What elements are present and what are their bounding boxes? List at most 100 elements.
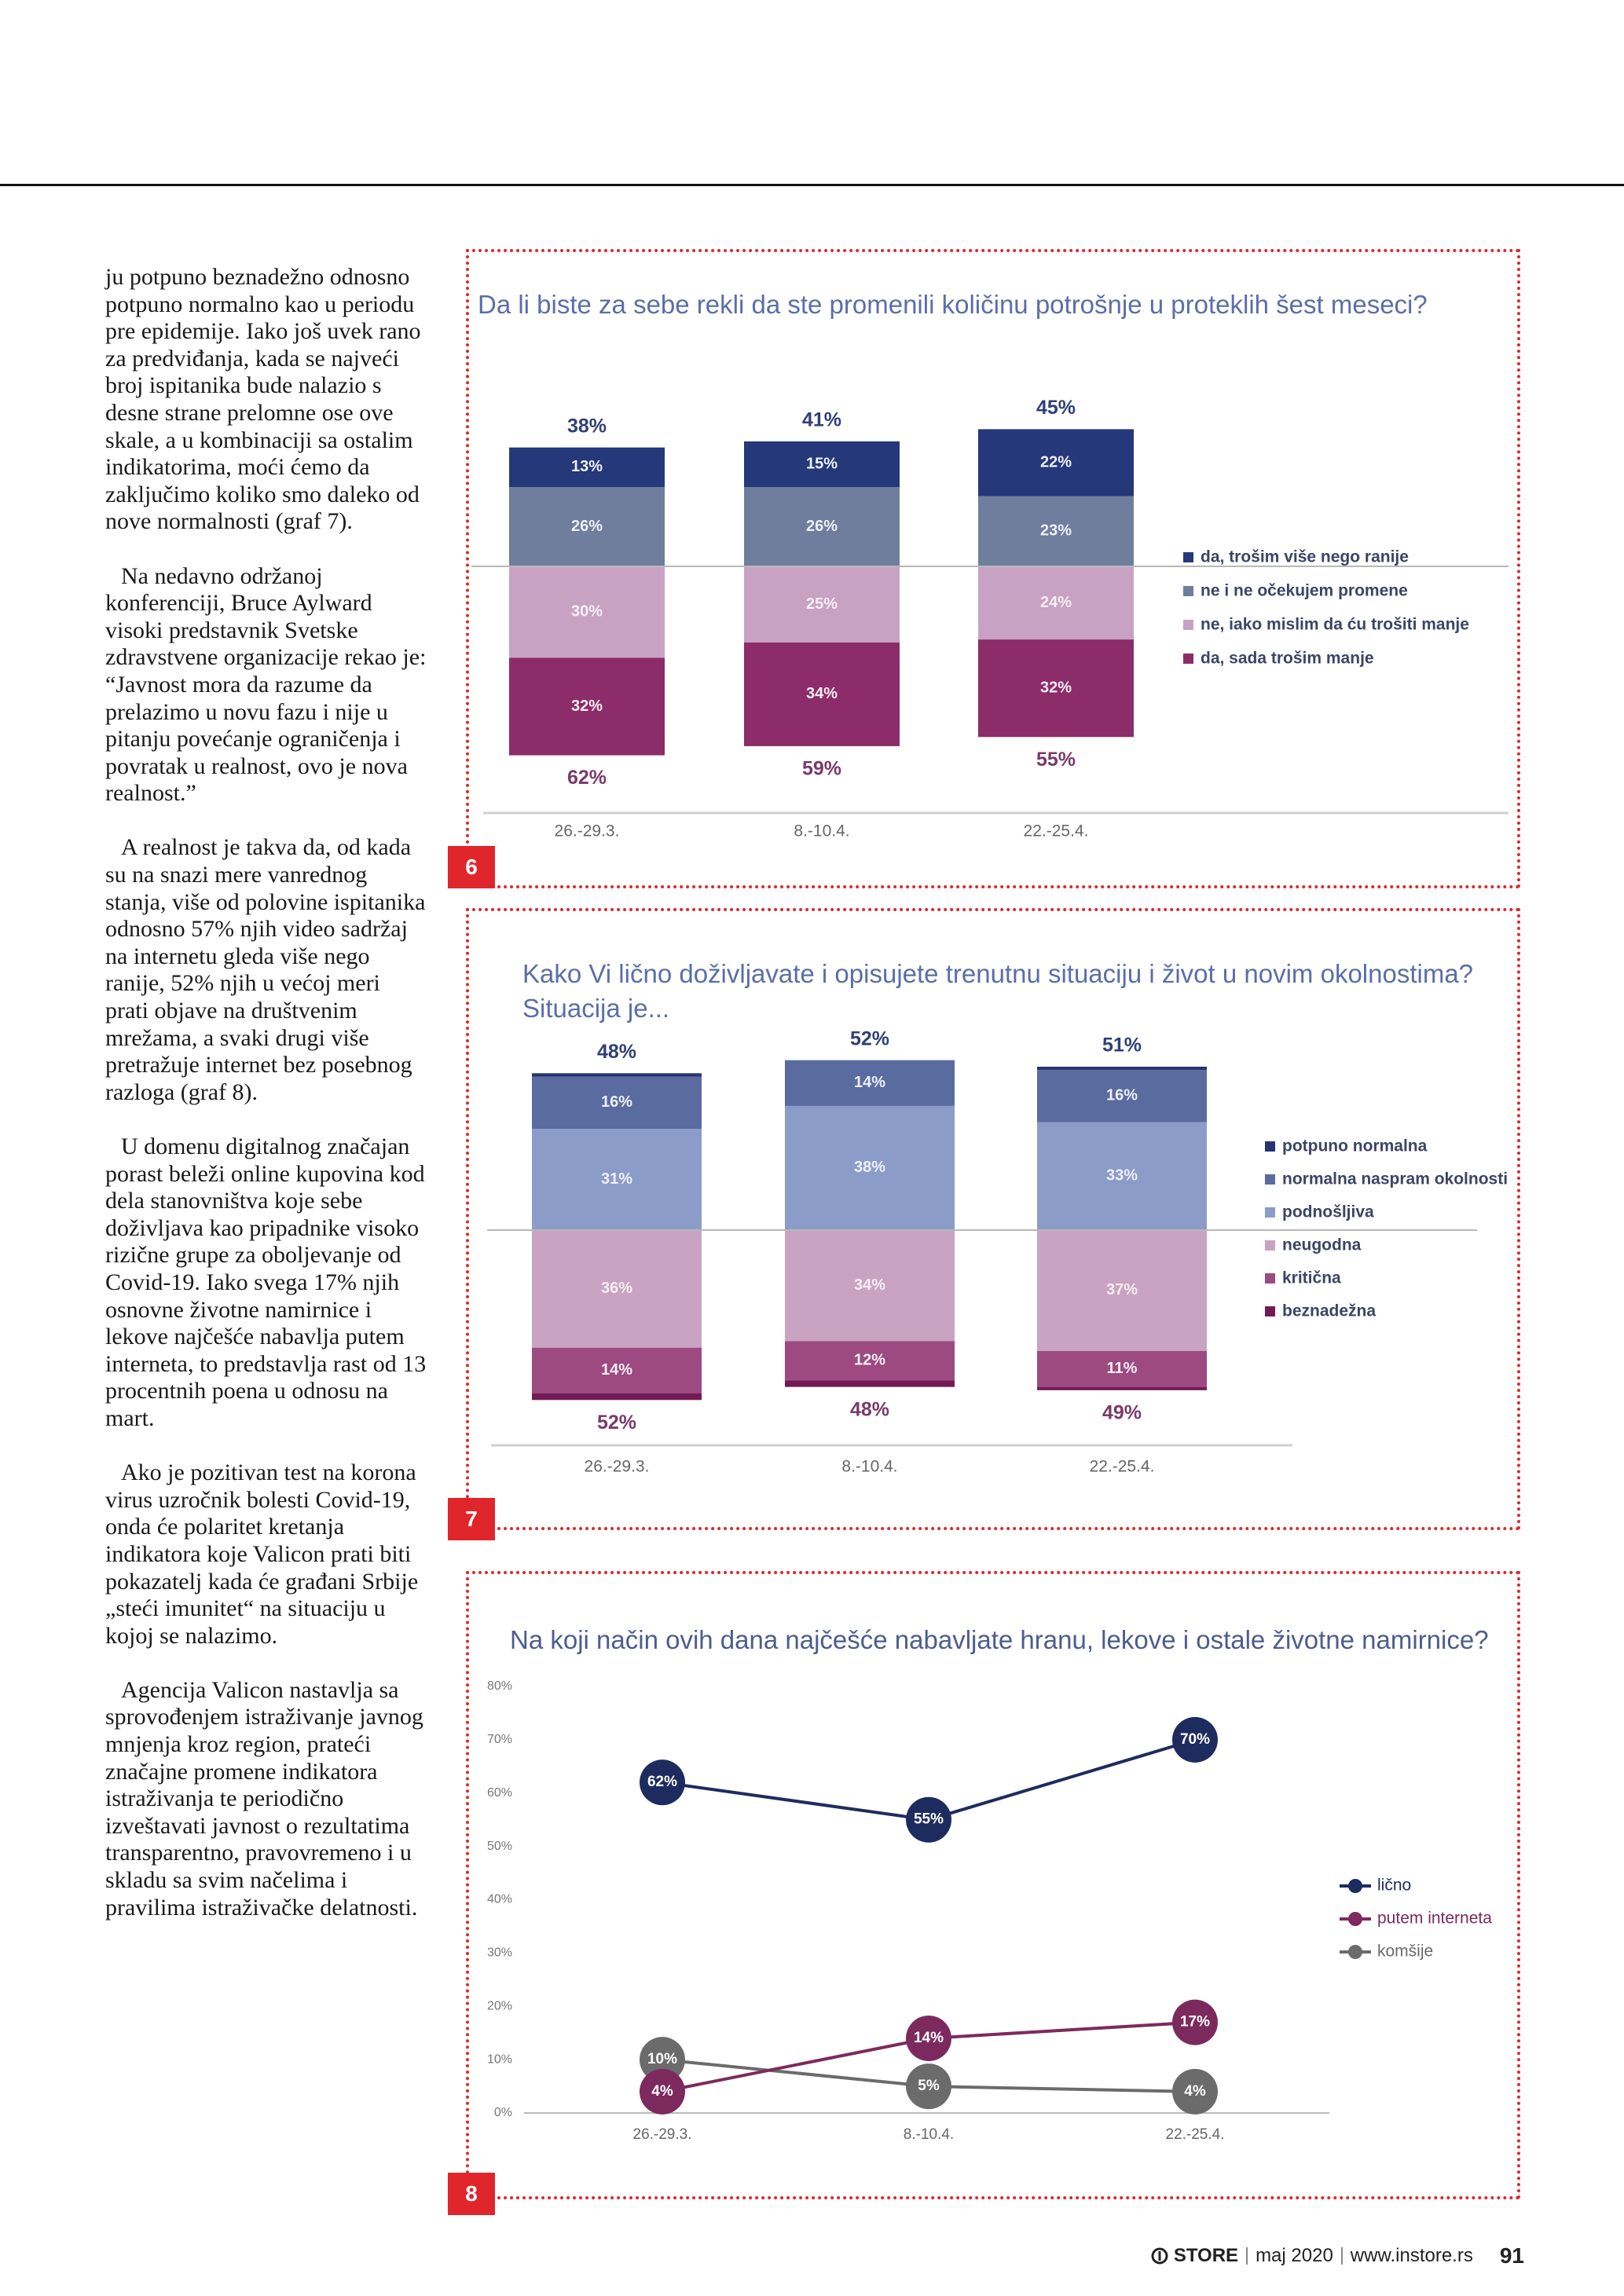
point	[640, 1760, 685, 1806]
legend-label: putem interneta	[1377, 1910, 1492, 1928]
x-tick-label: 22.-25.4.	[1024, 822, 1089, 840]
figure-number: 7	[448, 1498, 495, 1540]
legend-label: podnošljiva	[1282, 1203, 1374, 1221]
data-label: 12%	[854, 1352, 885, 1369]
data-label: 32%	[1040, 679, 1072, 696]
y-tick-label: 60%	[487, 1786, 512, 1800]
bar-segment	[532, 1076, 702, 1130]
legend-swatch	[1183, 586, 1193, 596]
data-label: 14%	[854, 1074, 885, 1091]
data-label: 30%	[571, 602, 603, 620]
bar-segment	[978, 429, 1134, 496]
total-label: 41%	[802, 409, 841, 431]
point	[640, 2068, 685, 2115]
paragraph: ju potpuno beznadežno odnosno potpuno no…	[105, 264, 421, 535]
chart-frame	[466, 249, 1520, 888]
bar-segment	[785, 1105, 955, 1230]
chart-title: Na koji način ovih dana najčešće nabavlj…	[510, 1625, 1489, 1654]
page-number: 91	[1499, 2243, 1524, 2268]
data-label: 16%	[1106, 1087, 1138, 1104]
y-tick-label: 70%	[487, 1733, 512, 1746]
bar-segment	[978, 496, 1134, 566]
brand: STORE	[1150, 2245, 1238, 2267]
total-label: 48%	[597, 1041, 636, 1063]
total-label: 49%	[1102, 1401, 1142, 1423]
bar-segment	[532, 1230, 702, 1348]
top-rule	[0, 184, 1624, 186]
total-label: 38%	[567, 415, 607, 437]
bar-segment	[785, 1060, 955, 1106]
total-label: 51%	[1102, 1034, 1142, 1056]
total-label: 62%	[567, 767, 607, 789]
legend-swatch	[1348, 1879, 1362, 1893]
x-tick-label: 22.-25.4.	[1166, 2126, 1225, 2143]
data-label: 13%	[571, 458, 603, 475]
point	[906, 2015, 951, 2061]
chart-title: Da li biste za sebe rekli da ste promeni…	[478, 290, 1428, 319]
legend-swatch	[1348, 1912, 1362, 1926]
y-tick-label: 50%	[487, 1840, 512, 1853]
data-label: 22%	[1040, 453, 1072, 471]
legend-swatch	[1265, 1141, 1275, 1152]
paragraph: Ako je pozitivan test na korona virus uz…	[105, 1459, 419, 1649]
legend-label: da, sada trošim manje	[1201, 650, 1374, 668]
bar-segment	[785, 1380, 955, 1387]
data-label: 55%	[914, 1811, 944, 1828]
data-label: 16%	[601, 1093, 632, 1111]
bar-segment	[532, 1393, 702, 1401]
legend-label: potpuno normalna	[1282, 1137, 1428, 1155]
bar-segment	[744, 566, 900, 643]
data-label: 34%	[806, 685, 838, 702]
bar-segment	[509, 657, 665, 756]
article: ju potpuno beznadežno odnosno potpuno no…	[105, 264, 429, 1949]
legend-swatch	[1265, 1306, 1275, 1316]
bar-segment	[509, 566, 665, 658]
bar-segment	[1037, 1386, 1207, 1390]
data-label: 4%	[651, 2083, 673, 2100]
legend-label: da, trošim više nego ranije	[1201, 548, 1409, 566]
legend-label: normalna naspram okolnosti	[1282, 1170, 1508, 1188]
paragraph: A realnost je takva da, od kada su na sn…	[105, 834, 426, 1105]
x-tick-label: 8.-10.4.	[841, 1458, 897, 1476]
data-label: 24%	[1040, 594, 1072, 611]
data-label: 36%	[601, 1280, 632, 1297]
total-label: 59%	[802, 758, 841, 780]
footer: STORE maj 2020 www.instore.rs 91	[1100, 2240, 1524, 2272]
legend-swatch	[1265, 1207, 1275, 1218]
y-tick-label: 10%	[487, 2052, 512, 2066]
x-tick-label: 8.-10.4.	[794, 822, 849, 840]
point	[1172, 1999, 1218, 2045]
legend-swatch	[1183, 552, 1193, 562]
bar-segment	[978, 639, 1134, 738]
data-label: 5%	[918, 2078, 940, 2094]
x-tick-label: 26.-29.3.	[555, 822, 620, 840]
paragraph: Agencija Valicon nastavlja sa sprovođenj…	[105, 1676, 423, 1921]
legend-swatch	[1183, 654, 1193, 664]
bar-segment	[785, 1230, 955, 1342]
legend-swatch	[1265, 1240, 1275, 1251]
x-tick-label: 26.-29.3.	[585, 1458, 650, 1476]
data-label: 26%	[806, 518, 838, 535]
bar-segment	[1037, 1350, 1207, 1387]
data-label: 14%	[601, 1361, 632, 1379]
legend-swatch	[1265, 1273, 1275, 1283]
total-label: 52%	[850, 1027, 889, 1049]
y-tick-label: 30%	[487, 1946, 512, 1960]
bar-segment	[509, 487, 665, 566]
legend-label: ne, iako mislim da ću trošiti manje	[1201, 616, 1469, 634]
y-tick-label: 80%	[487, 1679, 512, 1693]
data-label: 17%	[1180, 2014, 1210, 2031]
paragraph: U domenu digitalnog značajan porast bele…	[105, 1133, 427, 1431]
paragraph: Na nedavno održanoj konferenciji, Bruce …	[105, 562, 427, 807]
chart-title: Kako Vi lično doživljavate i opisujete t…	[522, 959, 1474, 1023]
total-label: 55%	[1036, 749, 1076, 771]
total-label: 52%	[597, 1412, 636, 1434]
legend-label: ne i ne očekujem promene	[1201, 582, 1408, 600]
data-label: 25%	[806, 595, 838, 613]
point	[906, 1796, 951, 1843]
legend-label: komšije	[1377, 1943, 1433, 1961]
bar-segment	[532, 1073, 702, 1077]
data-label: 26%	[571, 518, 603, 535]
total-label: 45%	[1036, 397, 1076, 419]
